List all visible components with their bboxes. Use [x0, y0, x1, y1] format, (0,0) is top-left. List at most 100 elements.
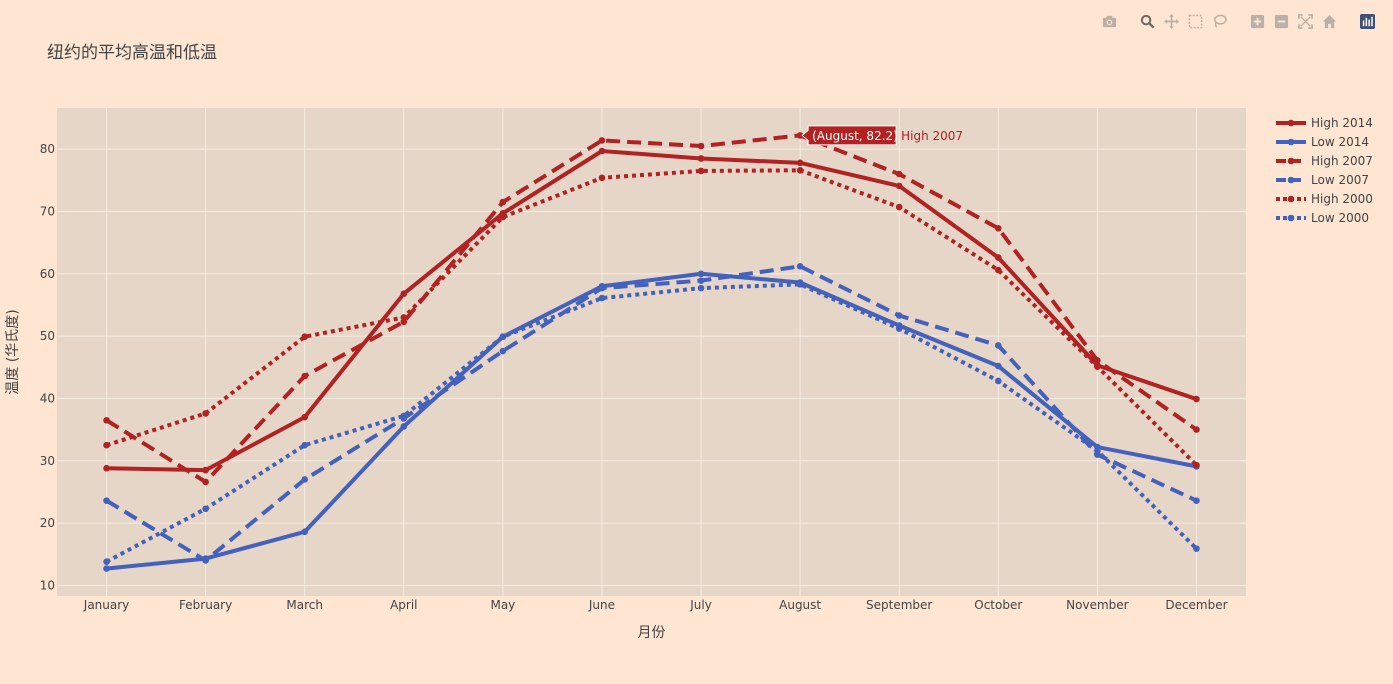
data-point[interactable]	[301, 372, 309, 380]
plot-area[interactable]	[57, 108, 1246, 596]
legend-label: Low 2000	[1311, 211, 1369, 225]
data-point[interactable]	[697, 277, 705, 284]
data-point[interactable]	[994, 362, 1002, 370]
data-point[interactable]	[895, 182, 903, 190]
zoom-in-icon[interactable]	[1245, 10, 1269, 32]
data-point[interactable]	[796, 159, 804, 167]
data-point[interactable]	[994, 224, 1002, 232]
data-point[interactable]	[400, 423, 408, 430]
legend-label: High 2000	[1311, 192, 1373, 206]
pan-icon[interactable]	[1159, 10, 1183, 32]
data-point[interactable]	[499, 347, 507, 355]
data-point[interactable]	[400, 314, 408, 321]
data-point[interactable]	[301, 333, 309, 341]
x-tick-label: May	[490, 598, 515, 612]
data-point[interactable]	[895, 170, 903, 178]
x-tick-label: July	[689, 598, 712, 612]
data-point[interactable]	[895, 312, 903, 319]
data-point[interactable]	[400, 290, 408, 298]
series-low-2000	[103, 281, 1200, 566]
data-point[interactable]	[499, 198, 507, 206]
x-tick-label: February	[179, 598, 232, 612]
legend-item[interactable]: Low 2000	[1276, 211, 1369, 225]
data-point[interactable]	[697, 270, 705, 278]
data-point[interactable]	[202, 478, 209, 486]
data-point[interactable]	[697, 167, 705, 175]
lasso-select-icon[interactable]	[1207, 10, 1231, 32]
legend-item[interactable]: Low 2007	[1276, 173, 1369, 187]
zoom-icon[interactable]	[1135, 10, 1159, 32]
zoom-out-icon[interactable]	[1269, 10, 1293, 32]
data-point[interactable]	[202, 505, 209, 513]
data-point[interactable]	[1193, 461, 1200, 469]
legend-item[interactable]: High 2007	[1276, 154, 1373, 168]
series-high-2000	[103, 167, 1200, 469]
data-point[interactable]	[301, 413, 309, 421]
data-point[interactable]	[1193, 497, 1200, 504]
legend-marker	[1287, 157, 1295, 165]
y-tick-label: 10	[40, 578, 55, 592]
data-point[interactable]	[994, 266, 1002, 274]
y-tick-label: 80	[40, 142, 55, 156]
data-point[interactable]	[1193, 426, 1200, 433]
data-point[interactable]	[103, 441, 110, 449]
y-tick-label: 40	[40, 391, 55, 405]
data-point[interactable]	[103, 558, 110, 566]
data-point[interactable]	[598, 147, 606, 155]
legend-item[interactable]: High 2000	[1276, 192, 1373, 206]
y-tick-label: 60	[40, 267, 55, 281]
data-point[interactable]	[1094, 447, 1101, 455]
data-point[interactable]	[1193, 395, 1200, 403]
data-point[interactable]	[301, 476, 309, 483]
plotly-logo-icon[interactable]	[1355, 10, 1379, 32]
legend-item[interactable]: Low 2014	[1276, 135, 1369, 149]
data-point[interactable]	[796, 132, 804, 139]
data-point[interactable]	[598, 174, 606, 182]
data-point[interactable]	[1094, 357, 1101, 364]
data-point[interactable]	[301, 528, 309, 536]
data-point[interactable]	[103, 497, 110, 504]
data-point[interactable]	[1193, 545, 1200, 552]
x-tick-label: April	[390, 598, 417, 612]
x-tick-label: September	[866, 598, 932, 612]
data-point[interactable]	[499, 333, 507, 341]
hover-label: (August, 82.2) High 2007	[801, 125, 963, 146]
x-axis-ticks: January February March April May June July Augu…	[83, 598, 1228, 612]
data-point[interactable]	[895, 325, 903, 332]
data-point[interactable]	[103, 565, 110, 572]
data-point[interactable]	[202, 410, 209, 417]
data-point[interactable]	[994, 254, 1002, 261]
data-point[interactable]	[697, 142, 705, 150]
legend-item[interactable]: High 2014	[1276, 116, 1373, 130]
x-tick-label: October	[974, 598, 1022, 612]
data-point[interactable]	[697, 155, 705, 162]
data-point[interactable]	[202, 466, 209, 474]
x-tick-label: March	[286, 598, 323, 612]
data-point[interactable]	[796, 167, 804, 174]
data-point[interactable]	[103, 464, 110, 472]
series-lines	[103, 132, 1200, 572]
data-point[interactable]	[994, 342, 1002, 349]
series-line	[106, 271, 1197, 571]
data-point[interactable]	[796, 281, 804, 288]
autoscale-icon[interactable]	[1293, 10, 1317, 32]
data-point[interactable]	[598, 137, 606, 144]
legend-marker	[1287, 119, 1295, 127]
reset-axes-icon[interactable]	[1317, 10, 1341, 32]
data-point[interactable]	[796, 263, 804, 270]
data-point[interactable]	[994, 377, 1002, 385]
box-select-icon[interactable]	[1183, 10, 1207, 32]
data-point[interactable]	[400, 412, 408, 420]
data-point[interactable]	[103, 416, 110, 424]
data-point[interactable]	[1094, 363, 1101, 370]
data-point[interactable]	[697, 284, 705, 292]
data-point[interactable]	[895, 203, 903, 211]
data-point[interactable]	[202, 557, 209, 564]
legend-label: Low 2014	[1311, 135, 1369, 149]
data-point[interactable]	[598, 294, 606, 302]
data-point[interactable]	[499, 213, 507, 221]
data-point[interactable]	[598, 284, 606, 292]
camera-icon[interactable]	[1097, 10, 1121, 32]
data-point[interactable]	[301, 441, 309, 449]
y-tick-label: 70	[40, 204, 55, 218]
